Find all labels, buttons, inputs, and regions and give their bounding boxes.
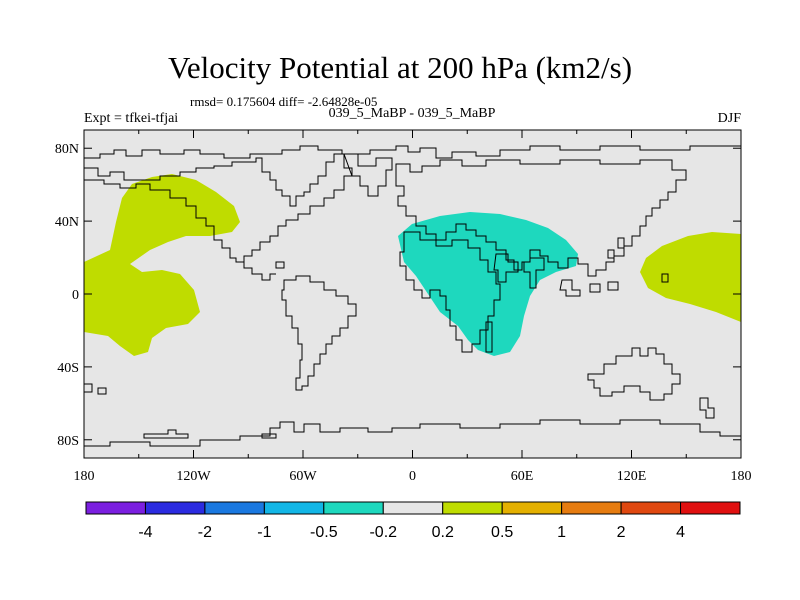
lon-tick-label: 120W — [176, 469, 211, 484]
coast-eurasia — [395, 159, 687, 277]
coast-antarctica — [84, 419, 741, 447]
lon-tick-label: 180 — [74, 469, 95, 484]
colorbar-label: 4 — [676, 524, 685, 541]
coast-australia — [587, 347, 681, 401]
lat-axis: 80N 40N 0 40S 80S — [55, 142, 741, 449]
coastlines — [84, 145, 741, 447]
colorbar-label: -0.2 — [369, 524, 397, 541]
lat-tick-label: 0 — [72, 288, 79, 303]
coast-new-zealand — [699, 397, 715, 419]
colorbar: -4 -2 -1 -0.5 -0.2 0.2 0.5 1 2 4 — [85, 501, 741, 541]
colorbar-label: 1 — [557, 524, 566, 541]
colorbar-label: 0.2 — [432, 524, 454, 541]
colorbar-swatch — [204, 501, 265, 515]
coast-south-america — [281, 275, 357, 391]
coast-north-america — [84, 153, 353, 263]
comparison-text: 039_5_MaBP - 039_5_MaBP — [328, 106, 496, 121]
colorbar-swatch — [85, 501, 146, 515]
lon-axis: 180 120W 60W 0 60E 120E 180 — [74, 130, 752, 484]
colorbar-label: 2 — [617, 524, 626, 541]
colorbar-swatch — [501, 501, 563, 515]
lat-tick-label: 40N — [55, 215, 79, 230]
coast-central-america — [236, 261, 276, 281]
colorbar-swatch — [382, 501, 444, 515]
lat-tick-label: 80N — [55, 142, 79, 157]
lon-tick-label: 120E — [617, 469, 647, 484]
lat-tick-label: 40S — [57, 361, 79, 376]
region-east-pacific-positive — [640, 232, 741, 322]
experiment-text: Expt = tfkei-tfjai — [84, 111, 179, 126]
coast-antarctic-ice-shelf — [143, 429, 277, 439]
lon-tick-label: 60W — [289, 469, 317, 484]
season-text: DJF — [717, 111, 741, 126]
colorbar-swatch — [263, 501, 325, 515]
colorbar-swatch — [442, 501, 503, 515]
coast-se-asia — [559, 279, 619, 297]
colorbar-label: 0.5 — [491, 524, 513, 541]
plot-title: Velocity Potential at 200 hPa (km2/s) — [167, 50, 633, 85]
colorbar-label: -2 — [198, 524, 212, 541]
region-pacific-positive — [84, 174, 240, 356]
coast-greenland — [343, 153, 393, 197]
colorbar-label: -4 — [138, 524, 152, 541]
coast-islands — [84, 261, 669, 395]
lat-tick-label: 80S — [57, 434, 79, 449]
lon-tick-label: 0 — [409, 469, 416, 484]
region-africa-negative — [398, 212, 578, 356]
colorbar-swatch — [323, 501, 384, 515]
colorbar-swatch — [680, 501, 741, 515]
coast-arabia-india — [493, 253, 545, 289]
colorbar-swatch — [620, 501, 682, 515]
colorbar-label: -1 — [257, 524, 271, 541]
colorbar-swatch — [561, 501, 622, 515]
colorbar-swatch — [144, 501, 206, 515]
lon-tick-label: 180 — [731, 469, 752, 484]
coast-japan — [607, 237, 625, 259]
coast-madagascar — [485, 321, 493, 353]
lon-tick-label: 60E — [511, 469, 534, 484]
colorbar-label: -0.5 — [310, 524, 338, 541]
coast-africa — [399, 231, 501, 353]
stats-text: rmsd= 0.175604 diff= -2.64828e-05 — [190, 94, 378, 109]
